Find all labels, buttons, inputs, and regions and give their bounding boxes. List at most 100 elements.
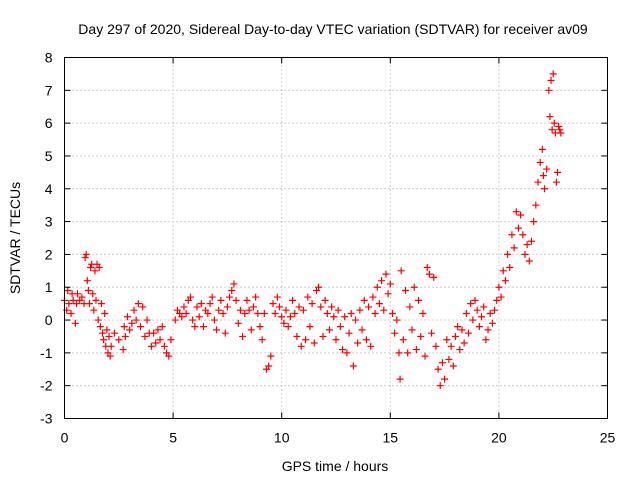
data-point-marker bbox=[234, 319, 242, 327]
data-point-marker bbox=[180, 303, 188, 311]
data-point-marker bbox=[360, 296, 368, 304]
data-point-marker bbox=[480, 303, 488, 311]
data-point-marker bbox=[74, 290, 82, 298]
data-point-marker bbox=[236, 306, 244, 314]
data-point-marker bbox=[347, 309, 355, 317]
data-point-marker bbox=[206, 300, 214, 308]
data-point-marker bbox=[293, 332, 301, 340]
data-point-marker bbox=[441, 375, 449, 383]
data-point-marker bbox=[160, 342, 168, 350]
data-point-marker bbox=[267, 352, 275, 360]
x-tick-label: 0 bbox=[61, 430, 69, 446]
data-point-marker bbox=[380, 306, 388, 314]
data-point-marker bbox=[423, 264, 431, 272]
data-point-marker bbox=[471, 296, 479, 304]
data-point-marker bbox=[87, 264, 95, 272]
data-point-marker bbox=[519, 231, 527, 239]
data-point-marker bbox=[534, 178, 542, 186]
data-point-marker bbox=[527, 237, 535, 245]
x-tick-label: 5 bbox=[169, 430, 177, 446]
data-point-marker bbox=[100, 336, 108, 344]
data-point-marker bbox=[378, 277, 386, 285]
chart-title: Day 297 of 2020, Sidereal Day-to-day VTE… bbox=[78, 21, 588, 37]
data-point-marker bbox=[310, 339, 318, 347]
data-point-marker bbox=[486, 309, 494, 317]
data-point-marker bbox=[358, 326, 366, 334]
data-point-marker bbox=[217, 296, 225, 304]
data-point-marker bbox=[391, 329, 399, 337]
data-point-marker bbox=[258, 336, 266, 344]
data-point-marker bbox=[241, 309, 249, 317]
data-point-marker bbox=[83, 277, 91, 285]
x-axis-label: GPS time / hours bbox=[282, 458, 389, 474]
data-point-marker bbox=[539, 172, 547, 180]
data-point-marker bbox=[89, 290, 97, 298]
data-point-marker bbox=[315, 283, 323, 291]
data-point-marker bbox=[328, 303, 336, 311]
data-point-marker bbox=[226, 293, 234, 301]
data-point-marker bbox=[243, 296, 251, 304]
data-point-marker bbox=[265, 362, 273, 370]
data-point-marker bbox=[147, 342, 155, 350]
data-point-marker bbox=[94, 316, 102, 324]
data-point-marker bbox=[336, 323, 344, 331]
data-point-marker bbox=[482, 336, 490, 344]
data-point-marker bbox=[412, 346, 420, 354]
data-point-marker bbox=[195, 313, 203, 321]
data-point-marker bbox=[399, 336, 407, 344]
data-point-marker bbox=[504, 250, 512, 258]
data-point-marker bbox=[475, 323, 483, 331]
data-point-marker bbox=[456, 346, 464, 354]
x-tick-labels: 0 5 10 15 20 25 bbox=[61, 430, 616, 446]
data-point-marker bbox=[538, 145, 546, 153]
data-point-marker bbox=[71, 319, 79, 327]
data-point-marker bbox=[137, 323, 145, 331]
data-point-marker bbox=[491, 306, 499, 314]
data-point-marker bbox=[286, 313, 294, 321]
data-point-marker bbox=[550, 119, 558, 127]
data-point-marker bbox=[467, 300, 475, 308]
data-point-marker bbox=[213, 326, 221, 334]
data-point-marker bbox=[545, 86, 553, 94]
data-point-marker bbox=[493, 296, 501, 304]
data-point-marker bbox=[523, 241, 531, 249]
data-point-marker bbox=[84, 287, 92, 295]
data-point-marker bbox=[85, 300, 93, 308]
data-point-marker bbox=[325, 326, 333, 334]
data-point-marker bbox=[97, 300, 105, 308]
data-point-marker bbox=[96, 323, 104, 331]
data-point-marker bbox=[284, 323, 292, 331]
data-point-marker bbox=[167, 336, 175, 344]
y-tick-label: 4 bbox=[45, 181, 53, 197]
data-point-marker bbox=[269, 300, 277, 308]
data-point-marker bbox=[223, 303, 231, 311]
data-point-marker bbox=[273, 293, 281, 301]
data-point-marker bbox=[101, 309, 109, 317]
data-point-marker bbox=[425, 270, 433, 278]
data-point-marker bbox=[443, 336, 451, 344]
data-point-marker bbox=[67, 309, 75, 317]
data-point-marker bbox=[154, 326, 162, 334]
data-point-marker bbox=[549, 70, 557, 78]
data-point-marker bbox=[256, 323, 264, 331]
data-point-marker bbox=[189, 316, 197, 324]
data-point-marker bbox=[462, 309, 470, 317]
data-point-marker bbox=[543, 165, 551, 173]
data-point-marker bbox=[291, 309, 299, 317]
y-tick-label: -3 bbox=[40, 411, 53, 427]
data-point-marker bbox=[375, 300, 383, 308]
x-tick-label: 10 bbox=[274, 430, 290, 446]
data-point-marker bbox=[517, 211, 525, 219]
data-point-marker bbox=[339, 346, 347, 354]
data-point-marker bbox=[119, 346, 127, 354]
data-point-marker bbox=[193, 303, 201, 311]
data-point-marker bbox=[464, 329, 472, 337]
data-point-marker bbox=[508, 231, 516, 239]
data-point-marker bbox=[469, 316, 477, 324]
data-point-marker bbox=[451, 332, 459, 340]
data-point-marker bbox=[130, 306, 138, 314]
data-point-marker bbox=[341, 313, 349, 321]
data-point-marker bbox=[107, 342, 115, 350]
data-point-marker bbox=[499, 267, 507, 275]
data-point-marker bbox=[454, 323, 462, 331]
